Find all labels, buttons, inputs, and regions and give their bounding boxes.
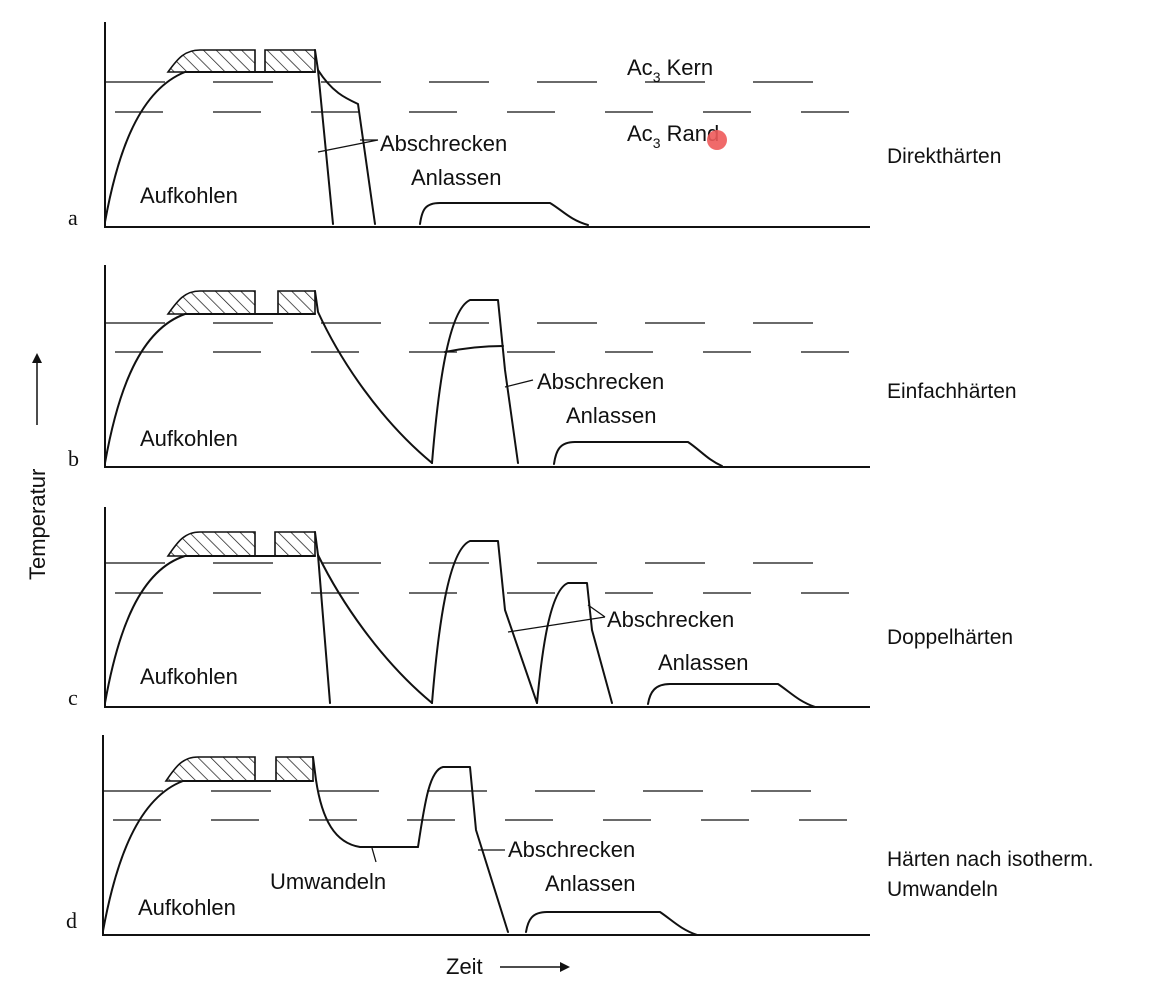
panel-b-leader-abschrecken	[504, 379, 534, 388]
panel-d-hatch-left	[164, 756, 256, 782]
panel-b-cooling-curve	[314, 290, 433, 464]
panel-a-anlassen-label: Anlassen	[411, 165, 502, 190]
panel-c-hatch-left	[166, 531, 256, 557]
x-axis-label: Zeit	[446, 954, 483, 979]
panel-c-cooling-curve	[317, 554, 433, 704]
panel-a-hatch-left	[166, 49, 256, 73]
panel-b-aufkohlen-label: Aufkohlen	[140, 426, 238, 451]
panel-b-letter: b	[68, 446, 79, 471]
panel-a-temper-curve	[419, 202, 589, 226]
panel-d-anlassen-label: Anlassen	[545, 871, 636, 896]
panel-d-umwandeln-label: Umwandeln	[270, 869, 386, 894]
y-axis-label-group: Temperatur	[25, 353, 50, 580]
panel-a-quench-curve-2	[317, 69, 376, 225]
panel-d-isotherm-curve	[312, 756, 419, 848]
panel-a-axes	[104, 22, 870, 228]
panel-c-reheat-curve-1	[431, 540, 538, 704]
panel-c-anlassen-label: Anlassen	[658, 650, 749, 675]
panel-b-hatch-right	[277, 290, 316, 315]
panel-b-anlassen-label: Anlassen	[566, 403, 657, 428]
panel-a-letter: a	[68, 205, 78, 230]
panel-b-axes	[104, 265, 870, 468]
panel-c: c Aufkohlen Abschrecken Anlassen Doppelh…	[68, 507, 1013, 710]
panel-d-leader-umwandeln	[371, 847, 377, 863]
panel-c-axes	[104, 507, 870, 708]
panel-c-abschrecken-label: Abschrecken	[607, 607, 734, 632]
panel-a-hatch-right	[264, 49, 316, 73]
panel-d-axes	[102, 735, 870, 936]
y-axis-label: Temperatur	[25, 469, 50, 580]
panel-c-temper-curve	[647, 683, 816, 708]
panel-b: b Aufkohlen Abschrecken Anlassen Einfach…	[68, 265, 1017, 471]
panel-b-carburize-curve	[104, 313, 316, 464]
panel-b-abschrecken-label: Abschrecken	[537, 369, 664, 394]
panel-d-aufkohlen-label: Aufkohlen	[138, 895, 236, 920]
panel-c-reheat-curve-2	[536, 582, 613, 704]
panel-c-leader-abschrecken	[507, 604, 606, 633]
panel-d-temper-curve	[525, 911, 698, 936]
panel-a-aufkohlen-label: Aufkohlen	[140, 183, 238, 208]
panel-c-hatch-right	[274, 531, 316, 557]
panel-d-process-label-line2: Umwandeln	[887, 878, 998, 901]
ac3-rand-label: Ac3 Rand	[627, 121, 719, 151]
panel-c-process-label: Doppelhärten	[887, 626, 1013, 649]
panel-d-reheat-curve	[417, 766, 509, 933]
panel-b-temper-curve	[553, 441, 723, 467]
panel-b-process-label: Einfachhärten	[887, 380, 1017, 403]
panel-d-hatch-right	[275, 756, 314, 782]
panel-a-process-label: Direkthärten	[887, 145, 1001, 168]
ac3-kern-label: Ac3 Kern	[627, 55, 713, 85]
panel-b-inner-curve	[444, 345, 504, 353]
panel-b-hatch-left	[166, 290, 256, 315]
red-marker-dot	[707, 130, 727, 150]
panel-d-letter: d	[66, 908, 77, 933]
panel-b-reheat-curve	[431, 299, 519, 464]
panel-a-abschrecken-label: Abschrecken	[380, 131, 507, 156]
panel-d-process-label-line1: Härten nach isotherm.	[887, 848, 1094, 871]
panel-c-letter: c	[68, 685, 78, 710]
panel-a-leader-abschrecken	[317, 139, 379, 153]
x-axis-label-group: Zeit	[446, 954, 570, 979]
panel-c-carburize-curve	[104, 555, 316, 704]
panel-c-aufkohlen-label: Aufkohlen	[140, 664, 238, 689]
panel-a: a Aufkohlen Abschrecken Anlassen Ac3 Ker…	[68, 22, 1001, 230]
panel-d: d Aufkohlen Umwandeln Abschrecken Anlass…	[66, 735, 1094, 936]
panel-d-abschrecken-label: Abschrecken	[508, 837, 635, 862]
panel-d-carburize-curve	[102, 780, 314, 932]
panel-a-quench-curve-1	[314, 49, 334, 225]
panel-a-carburize-curve	[104, 71, 316, 223]
panel-c-quench-curve	[314, 531, 331, 704]
